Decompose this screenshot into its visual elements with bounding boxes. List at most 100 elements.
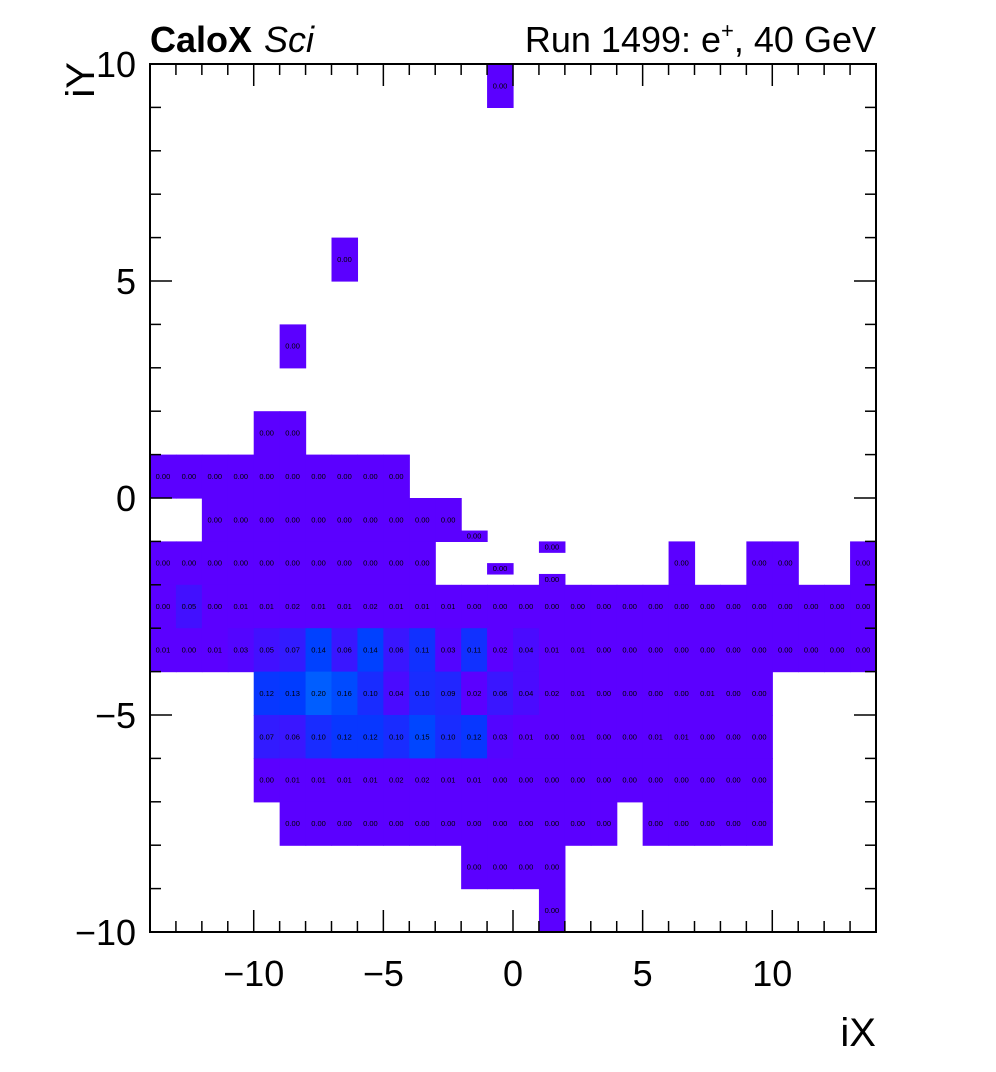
cell-value-label: 0.12	[337, 732, 352, 741]
heatmap-cell	[564, 584, 592, 629]
heatmap-cell	[305, 671, 333, 716]
cell-value-label: 0.00	[648, 689, 663, 698]
heatmap-cell	[798, 584, 825, 629]
cell-value-label: 0.01	[467, 776, 482, 785]
cell-value-label: 0.00	[337, 559, 352, 568]
heatmap-cell	[513, 801, 540, 846]
cell-value-label: 0.00	[233, 559, 248, 568]
heatmap-cell	[668, 671, 696, 716]
cell-value-label: 0.00	[493, 819, 508, 828]
heatmap-cell	[383, 671, 410, 716]
cell-value-label: 0.00	[519, 863, 534, 872]
heatmap-cell	[668, 758, 696, 803]
cell-value-label: 0.00	[545, 575, 560, 584]
cell-value-label: 0.00	[337, 472, 352, 481]
heatmap-cell	[253, 498, 281, 542]
cell-value-label: 0.00	[596, 819, 611, 828]
cell-value-label: 0.01	[571, 732, 586, 741]
cell-value-label: 0.00	[622, 646, 637, 655]
cell-value-label: 0.00	[596, 776, 611, 785]
heatmap-cell	[201, 541, 229, 586]
cell-value-label: 0.01	[389, 602, 404, 611]
cell-value-label: 0.11	[467, 646, 481, 655]
heatmap-cell	[331, 715, 359, 759]
heatmap-cell	[642, 628, 670, 673]
cell-value-label: 0.00	[519, 819, 534, 828]
cell-value-label: 0.00	[389, 819, 404, 828]
cell-value-label: 0.00	[726, 732, 741, 741]
heatmap-cell	[227, 454, 255, 499]
cell-value-label: 0.00	[674, 646, 689, 655]
cell-value-label: 0.00	[337, 819, 352, 828]
heatmap-cell	[305, 584, 333, 629]
cell-value-label: 0.00	[285, 472, 300, 481]
heatmap-cell	[279, 801, 307, 846]
cell-value-label: 0.09	[441, 689, 456, 698]
heatmap-cell	[227, 498, 255, 542]
cell-value-label: 0.00	[571, 776, 586, 785]
heatmap-cell	[305, 758, 333, 803]
heatmap-cell	[720, 671, 747, 716]
heatmap-cell	[201, 584, 229, 629]
cell-value-label: 0.00	[208, 559, 223, 568]
cell-value-label: 0.05	[259, 646, 274, 655]
cell-value-label: 0.00	[830, 646, 845, 655]
heatmap-cell	[305, 715, 333, 759]
heatmap-cell	[383, 758, 410, 803]
cell-value-label: 0.00	[182, 472, 197, 481]
heatmap-cell	[538, 573, 566, 586]
cell-value-label: 0.03	[441, 646, 456, 655]
heatmap-cell	[642, 671, 670, 716]
cell-value-label: 0.01	[674, 732, 689, 741]
cell-value-label: 0.00	[493, 564, 508, 573]
heatmap-cell	[409, 584, 436, 629]
heatmap-cell	[487, 758, 514, 803]
heatmap-cell	[357, 454, 384, 499]
cell-value-label: 0.00	[493, 776, 508, 785]
cell-value-label: 0.00	[363, 559, 378, 568]
cell-value-label: 0.00	[622, 776, 637, 785]
heatmap-cell	[590, 584, 618, 629]
cell-value-label: 0.00	[389, 515, 404, 524]
heatmap-cell	[279, 671, 307, 716]
cell-value-label: 0.10	[363, 689, 378, 698]
cell-value-label: 0.00	[830, 602, 845, 611]
cell-value-label: 0.00	[545, 776, 560, 785]
heatmap-cell	[746, 715, 773, 759]
heatmap-cell	[772, 628, 799, 673]
cell-value-label: 0.02	[467, 689, 482, 698]
cell-value-label: 0.00	[700, 819, 715, 828]
cell-value-label: 0.03	[233, 646, 248, 655]
cell-value-label: 0.10	[389, 732, 404, 741]
axis-ticks	[150, 64, 876, 932]
cell-value-label: 0.02	[285, 602, 300, 611]
cell-value-label: 0.03	[493, 732, 508, 741]
heatmap-cell	[487, 563, 514, 575]
heatmap-cell	[435, 758, 462, 803]
cell-value-label: 0.00	[726, 776, 741, 785]
cell-value-label: 0.02	[493, 646, 508, 655]
heatmap-cell	[357, 628, 384, 673]
cell-value-label: 0.00	[156, 472, 171, 481]
cell-value-label: 0.00	[700, 732, 715, 741]
heatmap-cells: 0.00 0.00 0.00 0.00 0.00 0.00 0.00 0.00 0.00 0.00…	[150, 64, 877, 933]
heatmap-cell	[668, 628, 696, 673]
cell-value-label: 0.00	[752, 732, 767, 741]
heatmap-cell	[435, 628, 462, 673]
heatmap-cell	[694, 715, 722, 759]
cell-value-label: 0.01	[337, 776, 352, 785]
heatmap-cell	[331, 498, 359, 542]
heatmap-cell	[694, 801, 722, 846]
detector-name: Sci	[264, 19, 315, 60]
heatmap-cell	[305, 498, 333, 542]
cell-value-label: 0.12	[467, 732, 482, 741]
cell-value-label: 0.00	[622, 732, 637, 741]
heatmap-cell	[279, 584, 307, 629]
heatmap-cell	[694, 628, 722, 673]
run-info-charge: +	[721, 18, 734, 43]
heatmap-cell	[590, 628, 618, 673]
cell-value-label: 0.00	[467, 532, 482, 541]
heatmap-cell	[824, 628, 851, 673]
heatmap-cell	[461, 801, 488, 846]
